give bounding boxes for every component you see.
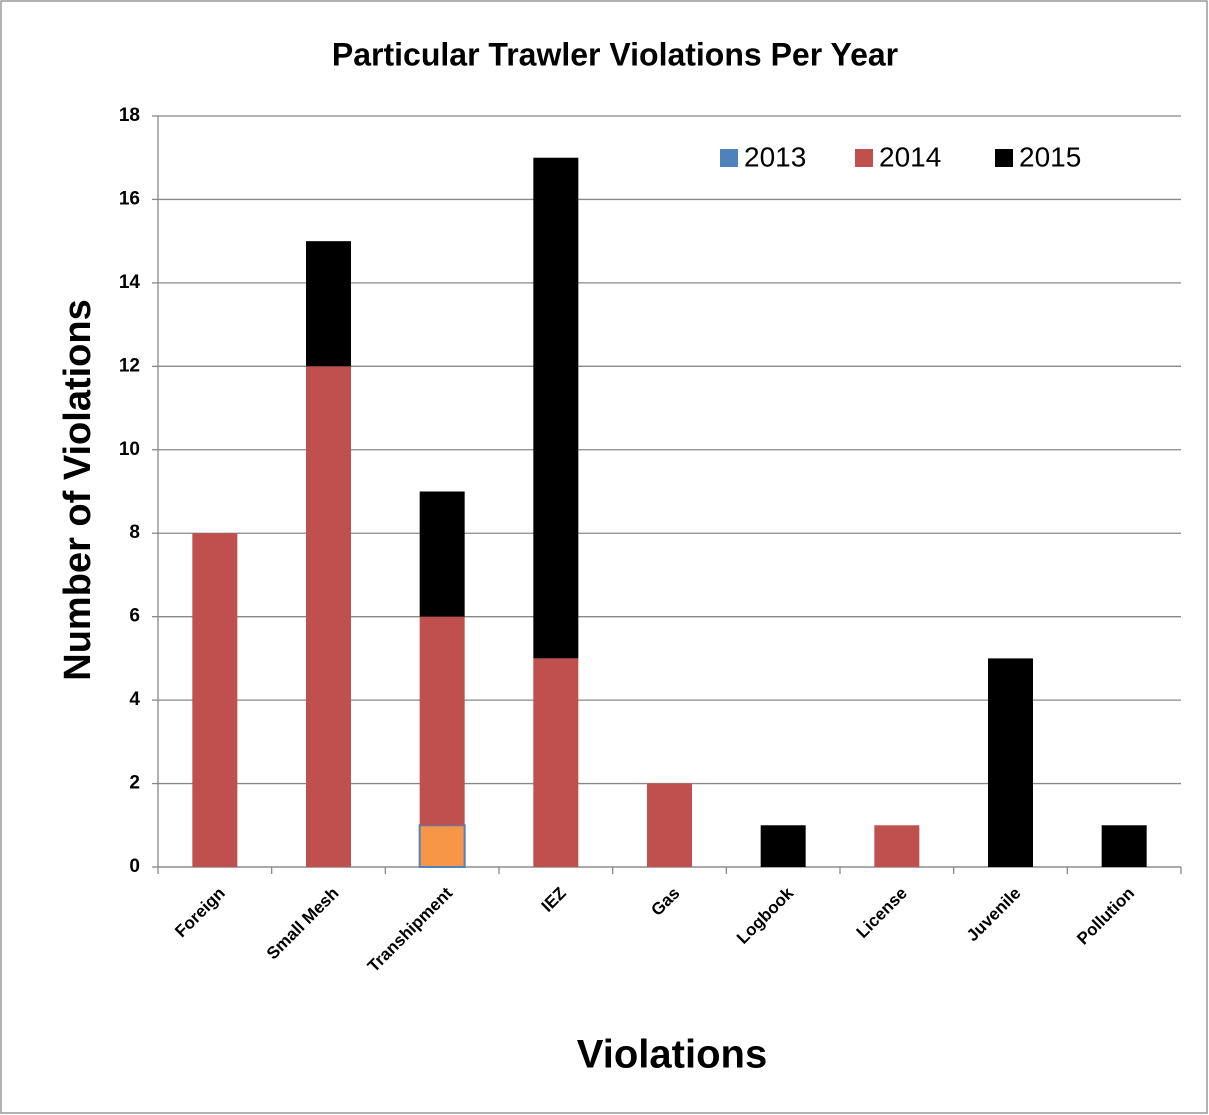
bar-segment: [419, 491, 465, 617]
bar-segment: [533, 658, 579, 867]
bar-segment: [192, 533, 238, 867]
y-tick-label: 12: [119, 355, 140, 376]
y-tick-label: 18: [119, 105, 140, 126]
x-axis-label: Violations: [577, 1033, 767, 1077]
bar-segment: [760, 825, 806, 867]
y-tick-label: 14: [119, 272, 141, 293]
legend-label: 2015: [1019, 141, 1081, 172]
legend-swatch: [995, 149, 1013, 167]
y-tick-label: 10: [119, 439, 140, 460]
legend-label: 2014: [879, 141, 941, 172]
legend-swatch: [855, 149, 873, 167]
bar-segment: [647, 783, 692, 867]
bar-segment: [533, 157, 579, 659]
y-tick-label: 2: [129, 773, 140, 794]
bar-segment: [418, 824, 466, 868]
y-tick-label: 6: [129, 606, 140, 627]
y-tick-label: 16: [119, 188, 140, 209]
y-axis-label: Number of Violations: [57, 299, 99, 680]
legend-label: 2013: [744, 141, 806, 172]
bar-segment: [419, 616, 465, 826]
y-tick-label: 0: [129, 856, 140, 877]
bar-segment: [306, 366, 351, 867]
y-tick-label: 8: [129, 522, 140, 543]
bar-segment: [988, 658, 1033, 867]
bar-segment: [1101, 825, 1147, 867]
legend-swatch: [720, 149, 738, 167]
bar-segment: [874, 825, 920, 867]
y-tick-label: 4: [129, 689, 140, 710]
bar-segment: [306, 241, 351, 367]
chart-title: Particular Trawler Violations Per Year: [332, 36, 898, 72]
